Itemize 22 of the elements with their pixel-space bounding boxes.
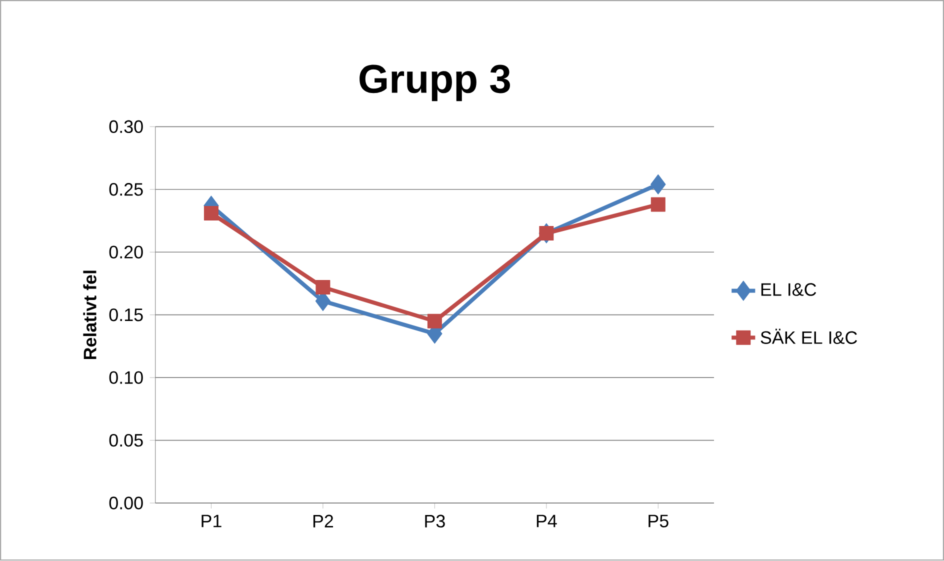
y-tick-label: 0.00 [109,496,143,510]
x-tick-label: P3 [425,515,445,528]
x-tick-label: P2 [313,515,334,528]
x-tick-label: P1 [202,515,222,528]
point [539,226,554,241]
y-axis-title: Relativt fel [83,270,96,360]
x-tick-label: P4 [536,515,557,528]
y-tick-label: 0.30 [109,120,143,134]
y-tick-label: 0.05 [109,434,143,447]
legend-label: EL I&C [761,283,816,296]
y-tick-label: 0.25 [109,183,143,196]
chart-title: Grupp 3 [360,65,510,102]
point [650,174,666,195]
x-tick-label: P5 [648,515,668,528]
y-tick-label: 0.20 [109,246,143,259]
legend-label: SÄK EL I&C [760,329,858,344]
point [650,197,666,212]
point [316,280,330,295]
point [204,206,218,221]
y-tick-label: 0.15 [109,308,143,322]
point [427,314,442,329]
y-tick-label: 0.10 [109,371,143,384]
